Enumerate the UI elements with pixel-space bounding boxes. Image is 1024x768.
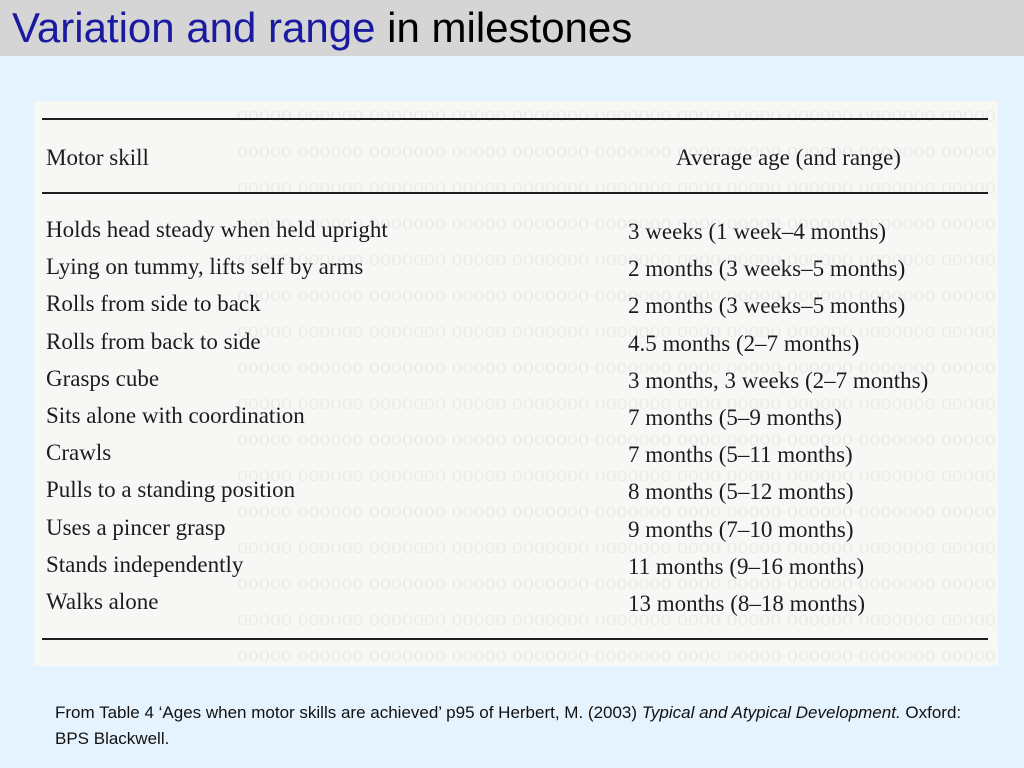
- table-row: Grasps cube 3 months, 3 weeks (2–7 month…: [34, 364, 998, 401]
- motor-skill-cell: Lying on tummy, lifts self by arms: [46, 254, 364, 280]
- citation-suffix: Oxford: BPS Blackwell.: [55, 703, 962, 748]
- column-header-average-age: Average age (and range): [676, 145, 901, 170]
- average-age-cell: 11 months (9–16 months): [628, 553, 865, 579]
- table-bottom-rule: [42, 638, 988, 640]
- scanned-table-image: ooooo ooooooo oooooo ooooo oooo ooooooo …: [34, 101, 998, 666]
- table-row: Walks alone 13 months (8–18 months): [34, 587, 998, 624]
- table-body: Holds head steady when held upright 3 we…: [34, 215, 998, 624]
- average-age-cell: 13 months (8–18 months): [628, 590, 866, 616]
- motor-skill-cell: Uses a pincer grasp: [46, 514, 226, 540]
- slide-title-accent: Variation and range: [12, 4, 376, 51]
- table-row: Sits alone with coordination 7 months (5…: [34, 401, 998, 438]
- show-through-text: ooooo ooooooo oooooo ooooo oooo ooooooo …: [237, 173, 996, 198]
- average-age-cell: 8 months (5–12 months): [628, 479, 854, 505]
- motor-skill-cell: Pulls to a standing position: [46, 477, 296, 503]
- average-age-cell: 2 months (3 weeks–5 months): [628, 256, 906, 282]
- motor-skill-cell: Stands independently: [46, 551, 244, 577]
- column-header-motor-skill: Motor skill: [46, 145, 149, 170]
- citation-prefix: From Table 4 ‘Ages when motor skills are…: [55, 703, 642, 722]
- motor-skill-cell: Holds head steady when held upright: [46, 217, 388, 242]
- show-through-text: ooooo ooooooo oooooo ooooo oooo ooooooo …: [237, 101, 996, 126]
- table-row: Rolls from back to side 4.5 months (2–7 …: [34, 327, 998, 364]
- average-age-cell: 7 months (5–9 months): [628, 404, 843, 430]
- motor-skill-cell: Sits alone with coordination: [46, 402, 305, 428]
- source-citation: From Table 4 ‘Ages when motor skills are…: [55, 700, 975, 752]
- table-row: Uses a pincer grasp 9 months (7–10 month…: [34, 513, 998, 550]
- table-row: Holds head steady when held upright 3 we…: [34, 215, 998, 252]
- average-age-cell: 4.5 months (2–7 months): [628, 330, 860, 356]
- average-age-cell: 7 months (5–11 months): [628, 442, 853, 468]
- average-age-cell: 3 weeks (1 week–4 months): [628, 219, 887, 244]
- citation-book-title: Typical and Atypical Development.: [641, 703, 901, 722]
- motor-skill-cell: Grasps cube: [46, 365, 160, 391]
- table-row: Crawls 7 months (5–11 months): [34, 438, 998, 475]
- table-row: Rolls from side to back 2 months (3 week…: [34, 289, 998, 326]
- show-through-text: ooooo ooooooo oooooo ooooo oooo ooooooo …: [237, 641, 996, 666]
- table-top-rule: [42, 118, 988, 120]
- table-row: Lying on tummy, lifts self by arms 2 mon…: [34, 252, 998, 289]
- average-age-cell: 2 months (3 weeks–5 months): [628, 293, 906, 319]
- table-row: Stands independently 11 months (9–16 mon…: [34, 550, 998, 587]
- table-row: Pulls to a standing position 8 months (5…: [34, 475, 998, 512]
- slide-title: Variation and range in milestones: [12, 3, 632, 53]
- table-header-rule: [42, 192, 988, 194]
- motor-skill-cell: Rolls from side to back: [46, 291, 261, 317]
- motor-skill-cell: Rolls from back to side: [46, 328, 261, 354]
- motor-skill-cell: Walks alone: [46, 588, 159, 614]
- title-bar: Variation and range in milestones: [0, 0, 1024, 56]
- slide-title-rest: in milestones: [387, 4, 633, 51]
- average-age-cell: 3 months, 3 weeks (2–7 months): [628, 367, 929, 393]
- average-age-cell: 9 months (7–10 months): [628, 516, 854, 542]
- motor-skill-cell: Crawls: [46, 440, 112, 466]
